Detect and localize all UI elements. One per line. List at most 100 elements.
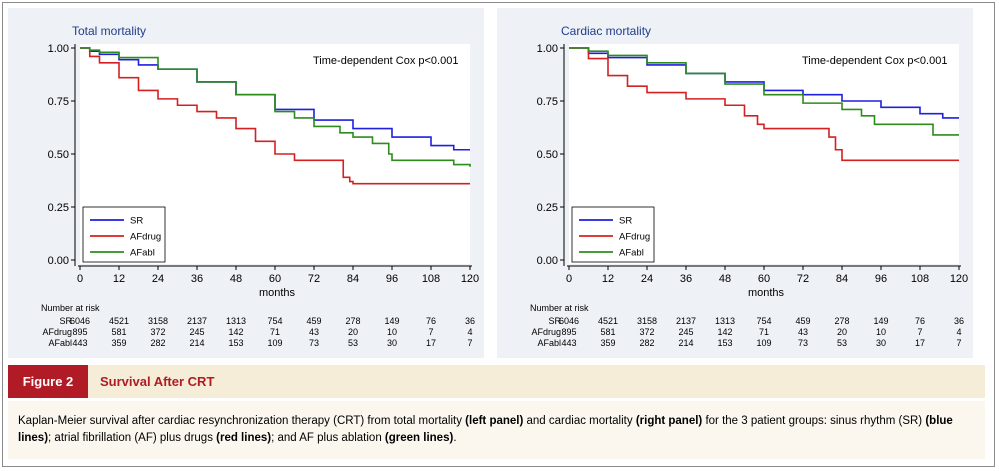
figure-title: Survival After CRT <box>100 374 215 389</box>
risk-cell: 43 <box>798 327 808 337</box>
risk-cell: 278 <box>345 316 360 326</box>
risk-cell: 581 <box>111 327 126 337</box>
risk-cell: 4521 <box>598 316 618 326</box>
chart-title: Total mortality <box>72 24 146 38</box>
legend-label: AFdrug <box>130 232 161 243</box>
caption-segment: (right panel) <box>635 415 703 427</box>
risk-cell: 214 <box>189 338 204 348</box>
risk-cell: 17 <box>915 338 925 348</box>
risk-cell: 895 <box>72 327 87 337</box>
legend-label: SR <box>130 216 143 227</box>
y-tick-label: 0.75 <box>537 96 558 108</box>
risk-cell: 6046 <box>70 316 90 326</box>
risk-cell: 43 <box>309 327 319 337</box>
risk-cell: 30 <box>876 338 886 348</box>
risk-cell: 443 <box>72 338 87 348</box>
legend: SR AFdrug AFabl <box>82 206 166 263</box>
legend-label: AFabl <box>130 248 155 259</box>
x-tick-label: 96 <box>875 273 887 285</box>
chart-total-mortality: Total mortality Time-dependent Cox p<0.00… <box>41 24 479 348</box>
y-tick-label: 0.50 <box>537 149 558 161</box>
caption-segment: (blue lines) <box>18 415 953 444</box>
caption-segment: ; atrial fibrillation (AF) plus drugs <box>48 432 217 444</box>
chart-cardiac-mortality: Cardiac mortality Time-dependent Cox p<0.… <box>530 24 968 348</box>
risk-cell: 443 <box>561 338 576 348</box>
risk-cell: 20 <box>348 327 358 337</box>
caption-segment: (green lines) <box>384 432 454 444</box>
x-tick-label: 48 <box>719 273 731 285</box>
risk-table-header: Number at risk <box>41 303 100 313</box>
risk-cell: 3158 <box>148 316 168 326</box>
risk-row-label: AFdrug <box>531 327 561 337</box>
figure-header: Figure 2 Survival After CRT <box>8 365 985 398</box>
risk-cell: 459 <box>306 316 321 326</box>
chart-panel-total-mortality: Total mortality Time-dependent Cox p<0.00… <box>8 8 484 358</box>
risk-table-header: Number at risk <box>530 303 589 313</box>
risk-cell: 214 <box>678 338 693 348</box>
risk-cell: 153 <box>228 338 243 348</box>
risk-cell: 4521 <box>109 316 129 326</box>
x-tick-label: 12 <box>113 273 125 285</box>
risk-cell: 282 <box>639 338 654 348</box>
y-tick-label: 0.00 <box>48 255 69 267</box>
x-tick-label: 36 <box>680 273 692 285</box>
x-tick-label: 36 <box>191 273 203 285</box>
risk-cell: 149 <box>873 316 888 326</box>
series-line-afabl <box>569 47 959 136</box>
risk-cell: 76 <box>426 316 436 326</box>
risk-cell: 109 <box>756 338 771 348</box>
risk-cell: 4 <box>467 327 472 337</box>
risk-row-label: SR <box>548 316 561 326</box>
y-tick-label: 1.00 <box>537 43 558 55</box>
risk-cell: 1313 <box>715 316 735 326</box>
x-tick-label: 60 <box>269 273 281 285</box>
x-tick-label: 24 <box>641 273 653 285</box>
risk-cell: 153 <box>717 338 732 348</box>
x-tick-label: 24 <box>152 273 164 285</box>
risk-cell: 754 <box>756 316 771 326</box>
risk-cell: 149 <box>384 316 399 326</box>
risk-cell: 30 <box>387 338 397 348</box>
risk-row-label: SR <box>59 316 72 326</box>
legend-label: AFabl <box>619 248 644 259</box>
risk-cell: 71 <box>270 327 280 337</box>
caption-segment: (left panel) <box>465 415 524 427</box>
x-tick-label: 60 <box>758 273 770 285</box>
cox-annotation: Time-dependent Cox p<0.001 <box>313 55 458 67</box>
risk-cell: 581 <box>600 327 615 337</box>
risk-cell: 73 <box>309 338 319 348</box>
risk-cell: 142 <box>717 327 732 337</box>
risk-cell: 6046 <box>559 316 579 326</box>
risk-cell: 73 <box>798 338 808 348</box>
series-line-afdrug <box>80 47 470 185</box>
risk-cell: 754 <box>267 316 282 326</box>
y-tick-label: 0.25 <box>48 202 69 214</box>
legend-label: AFdrug <box>619 232 650 243</box>
x-tick-label: 120 <box>950 273 968 285</box>
risk-cell: 53 <box>348 338 358 348</box>
caption-segment: (red lines) <box>216 432 272 444</box>
x-axis-label: months <box>259 287 296 299</box>
risk-cell: 372 <box>639 327 654 337</box>
x-tick-label: 108 <box>911 273 929 285</box>
y-tick-label: 0.75 <box>48 96 69 108</box>
risk-cell: 2137 <box>187 316 207 326</box>
risk-cell: 359 <box>111 338 126 348</box>
risk-cell: 3158 <box>637 316 657 326</box>
x-tick-label: 120 <box>461 273 479 285</box>
x-tick-label: 84 <box>347 273 359 285</box>
risk-cell: 1313 <box>226 316 246 326</box>
x-tick-label: 12 <box>602 273 614 285</box>
x-axis-label: months <box>748 287 785 299</box>
x-tick-label: 72 <box>797 273 809 285</box>
y-tick-label: 1.00 <box>48 43 69 55</box>
risk-cell: 10 <box>387 327 397 337</box>
chart-title: Cardiac mortality <box>561 24 651 38</box>
risk-cell: 17 <box>426 338 436 348</box>
y-tick-label: 0.25 <box>537 202 558 214</box>
risk-cell: 245 <box>678 327 693 337</box>
caption-segment: and cardiac mortality <box>523 415 636 427</box>
legend-label: SR <box>619 216 632 227</box>
risk-cell: 7 <box>956 338 961 348</box>
y-tick-label: 0.00 <box>537 255 558 267</box>
